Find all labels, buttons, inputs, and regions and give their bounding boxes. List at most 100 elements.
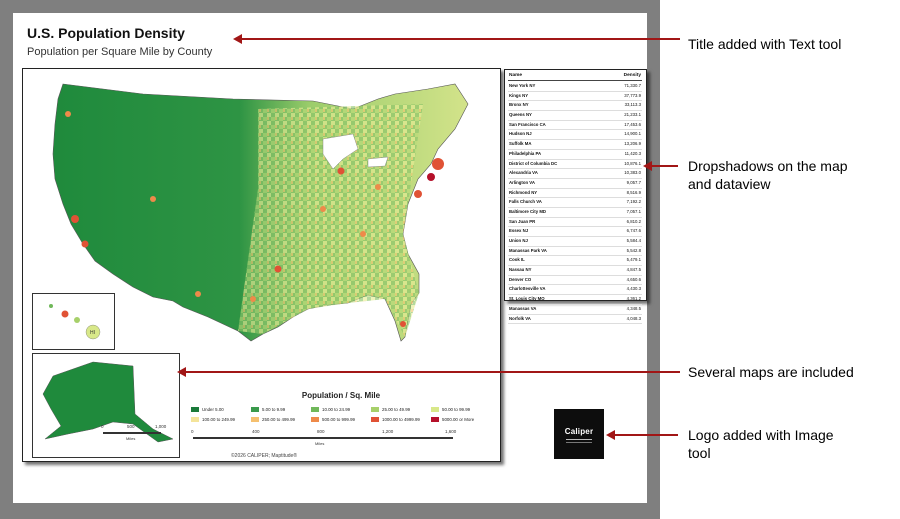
callout-arrow-title: [233, 34, 680, 44]
legend-swatch: [371, 407, 379, 413]
alaska-inset[interactable]: 0 500 1,000 Miles: [32, 353, 180, 458]
row-density: 11,420.3: [624, 150, 641, 156]
row-density: 4,348.5: [626, 305, 641, 311]
legend-item: 5.00 to 9.99: [251, 407, 286, 413]
row-name: Bronx NY: [509, 102, 529, 108]
legend-swatch: [311, 407, 319, 413]
table-row[interactable]: Union NJ 5,584.4: [508, 237, 642, 247]
layout-page: U.S. Population Density Population per S…: [13, 13, 647, 503]
row-density: 5,479.1: [626, 257, 641, 263]
table-row[interactable]: Bronx NY 33,113.3: [508, 101, 642, 112]
table-row[interactable]: Cook IL 5,479.1: [508, 256, 642, 267]
row-name: Essex NJ: [509, 228, 529, 234]
row-density: 6,810.2: [626, 218, 641, 224]
legend-swatch: [251, 417, 259, 423]
table-row[interactable]: Philadelphia PA 11,420.3: [508, 150, 642, 160]
table-row[interactable]: Essex NJ 6,747.6: [508, 227, 642, 237]
row-density: 10,383.0: [624, 170, 641, 176]
legend-swatch: [311, 417, 319, 423]
annotation-shadow-note: Dropshadows on the map and dataview: [688, 158, 848, 192]
map-legend[interactable]: Population / Sq. Mile Under 5.00 5.00 to …: [191, 391, 491, 461]
legend-swatch: [191, 417, 199, 423]
row-density: 17,453.6: [624, 121, 641, 127]
legend-item: 500.00 to 999.99: [311, 417, 355, 423]
caliper-logo[interactable]: Caliper: [554, 409, 604, 459]
table-row[interactable]: Denver CO 4,650.6: [508, 276, 642, 286]
dataview-table[interactable]: Name Density New York NY 71,330.7 Kings NY…: [504, 69, 647, 325]
table-row[interactable]: Arlington VA 9,057.7: [508, 179, 642, 189]
row-name: Alexandria VA: [509, 170, 538, 176]
page-title[interactable]: U.S. Population Density: [27, 25, 185, 41]
hawaii-inset[interactable]: HI: [32, 293, 115, 350]
map-frame[interactable]: HI 0 500 1,000 Miles Population / Sq. Mi…: [22, 68, 501, 462]
legend-item: 100.00 to 249.99: [191, 417, 235, 423]
table-row[interactable]: Kings NY 37,773.9: [508, 92, 642, 102]
table-row[interactable]: Charlottesville VA 4,430.3: [508, 285, 642, 296]
alaska-scale-bar: 0 500 1,000 Miles: [101, 424, 167, 441]
annotation-title-note: Title added with Text tool: [688, 36, 842, 52]
column-density[interactable]: Density: [623, 73, 641, 78]
legend-label: 5.00 to 9.99: [262, 407, 286, 412]
row-name: Falls Church VA: [509, 199, 542, 205]
hotspot-northeast: [432, 158, 444, 170]
row-density: 4,650.6: [626, 276, 641, 282]
table-row[interactable]: Queens NY 21,233.1: [508, 111, 642, 121]
row-name: Kings NY: [509, 92, 529, 98]
table-row[interactable]: Richmond NY 8,516.9: [508, 189, 642, 199]
copyright-text: ©2026 CALIPER; Maptitude®: [231, 453, 298, 459]
legend-swatch: [431, 417, 439, 423]
legend-label: 50.00 to 99.99: [442, 407, 471, 412]
us-choropleth-map[interactable]: [23, 69, 500, 461]
column-name[interactable]: Name: [509, 73, 523, 78]
legend-swatch: [431, 407, 439, 413]
page-subtitle[interactable]: Population per Square Mile by County: [27, 46, 213, 58]
row-name: District of Columbia DC: [509, 160, 558, 166]
table-row[interactable]: Manassas Park VA 5,542.8: [508, 247, 642, 257]
row-density: 4,430.3: [626, 286, 641, 292]
row-density: 37,773.9: [624, 92, 641, 98]
table-row[interactable]: Alexandria VA 10,383.0: [508, 169, 642, 179]
table-row[interactable]: Nassau NY 4,847.5: [508, 266, 642, 276]
row-name: New York NY: [509, 83, 536, 88]
row-name: Charlottesville VA: [509, 286, 546, 292]
row-density: 8,516.9: [626, 189, 641, 195]
table-row[interactable]: Manassas VA 4,348.5: [508, 305, 642, 315]
row-name: Hudson NJ: [509, 131, 532, 137]
row-density: 7,057.1: [626, 208, 641, 214]
table-row[interactable]: San Francisco CA 17,453.6: [508, 121, 642, 131]
table-row[interactable]: Suffolk MA 13,206.9: [508, 140, 642, 150]
row-density: 4,847.5: [626, 267, 641, 273]
table-row[interactable]: Falls Church VA 7,192.2: [508, 198, 642, 208]
legend-item: 250.00 to 499.99: [251, 417, 295, 423]
legend-swatch: [191, 407, 199, 413]
hawaii-label: HI: [90, 330, 95, 336]
row-name: Manassas Park VA: [509, 247, 547, 253]
row-name: Cook IL: [509, 257, 525, 263]
row-name: Nassau NY: [509, 267, 532, 273]
great-lakes: [322, 133, 359, 170]
table-row[interactable]: District of Columbia DC 10,876.1: [508, 160, 642, 170]
legend-item: Under 5.00: [191, 407, 224, 413]
table-row[interactable]: San Juan PR 6,810.2: [508, 218, 642, 228]
row-name: Baltimore City MD: [509, 208, 547, 214]
row-name: Richmond NY: [509, 189, 538, 195]
row-name: Queens NY: [509, 112, 532, 118]
row-name: Philadelphia PA: [509, 150, 542, 156]
legend-item: 5000.00 or More: [431, 417, 475, 423]
legend-item: 10.00 to 24.99: [311, 407, 350, 413]
legend-label: 5000.00 or More: [442, 417, 475, 422]
table-row[interactable]: Hudson NJ 14,900.1: [508, 130, 642, 141]
row-density: 5,584.4: [626, 238, 641, 243]
table-row[interactable]: Norfolk VA 4,048.3: [508, 315, 642, 325]
legend-swatch: [371, 417, 379, 423]
row-name: Manassas VA: [509, 305, 537, 311]
annotation-maps-note: Several maps are included: [688, 364, 854, 380]
legend-label: Under 5.00: [202, 407, 224, 412]
legend-swatch: [251, 407, 259, 413]
table-row[interactable]: New York NY 71,330.7: [508, 82, 642, 92]
legend-item: 50.00 to 99.99: [431, 407, 471, 413]
table-row[interactable]: St. Louis City MO 4,361.2: [508, 295, 642, 305]
dataview-header: Name Density: [508, 73, 642, 81]
dataview-rows: New York NY 71,330.7 Kings NY 37,773.9 Bronx…: [508, 82, 642, 325]
table-row[interactable]: Baltimore City MD 7,057.1: [508, 208, 642, 218]
